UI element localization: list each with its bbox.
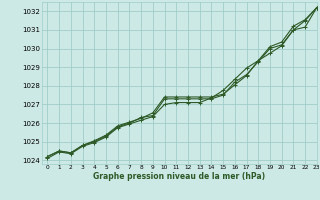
X-axis label: Graphe pression niveau de la mer (hPa): Graphe pression niveau de la mer (hPa) [93,172,265,181]
